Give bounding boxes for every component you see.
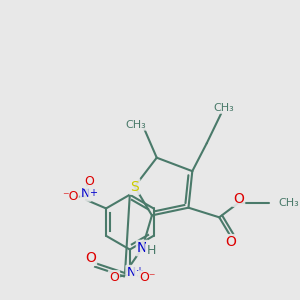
Text: N: N: [127, 266, 136, 279]
Text: O: O: [84, 175, 94, 188]
Text: N: N: [137, 241, 148, 255]
Text: O: O: [225, 235, 236, 249]
Text: O: O: [109, 271, 119, 284]
Text: O: O: [85, 251, 96, 265]
Text: N: N: [81, 188, 91, 200]
Text: O: O: [233, 192, 244, 206]
Text: CH₃: CH₃: [214, 103, 234, 113]
Text: ⁻O: ⁻O: [62, 190, 78, 203]
Text: H: H: [146, 244, 156, 257]
Text: O⁻: O⁻: [139, 271, 155, 284]
Text: +: +: [135, 266, 143, 276]
Text: CH₃: CH₃: [278, 198, 298, 208]
Text: +: +: [89, 188, 97, 197]
Text: CH₃: CH₃: [125, 119, 146, 130]
Text: S: S: [130, 179, 139, 194]
